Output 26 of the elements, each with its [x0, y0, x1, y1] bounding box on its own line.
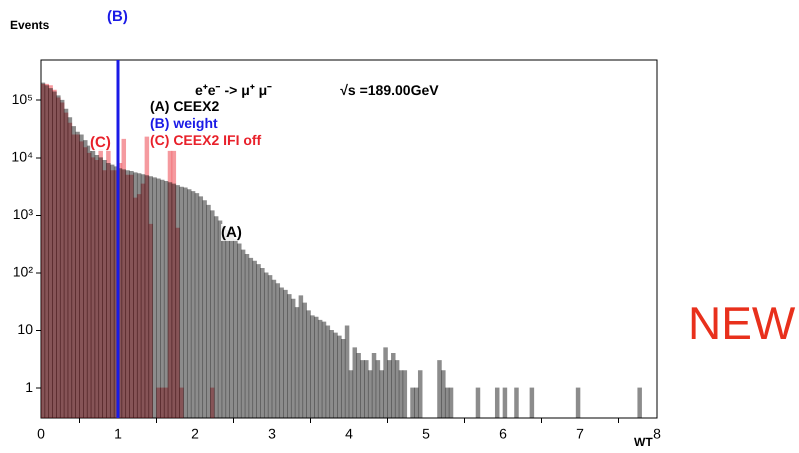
text: (B) weight: [150, 115, 219, 132]
x-tick-label: 4: [345, 425, 354, 442]
y-tick-label: 10⁵: [12, 91, 33, 108]
series-label: (C) CEEX2 IFI off: [150, 132, 262, 149]
x-tick-label: 0: [37, 425, 46, 442]
annotation: (A): [221, 224, 242, 241]
text: NEW: [688, 296, 796, 350]
x-tick-label: 6: [499, 425, 508, 442]
y-axis-title: Events: [10, 18, 50, 32]
y-tick-label: 10⁴: [11, 148, 33, 165]
y-tick-label: 10²: [12, 264, 34, 280]
x-axis-title: WT: [634, 435, 653, 449]
x-tick-label: 2: [191, 425, 200, 442]
x-tick-label: 7: [576, 425, 584, 442]
y-tick-label: 10: [17, 321, 34, 338]
text: (A) CEEX2: [150, 98, 220, 115]
x-tick-label: 3: [268, 425, 276, 442]
annotation: √s =189.00GeV: [340, 82, 439, 98]
y-tick-label: 10³: [12, 206, 34, 222]
x-tick-label: 8: [653, 425, 662, 442]
x-tick-label: 5: [422, 425, 430, 442]
x-tick-label: 1: [114, 425, 122, 442]
text: (B): [107, 8, 128, 25]
y-tick-label: 1: [25, 378, 34, 395]
annotation: (C): [90, 134, 111, 151]
annotation: e⁺e⁻ -> μ⁺ μ⁻: [195, 82, 272, 98]
